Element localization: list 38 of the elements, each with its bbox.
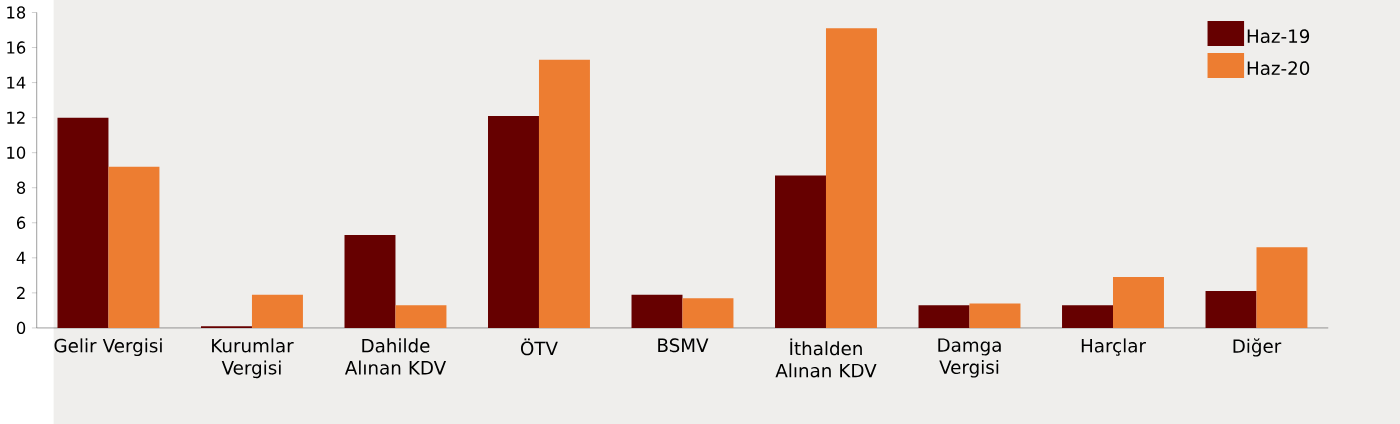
- x-tick-label: Harçlar: [1081, 338, 1146, 356]
- x-tick-label: Dahilde Alınan KDV: [344, 338, 447, 375]
- y-tick-label: 8: [16, 181, 26, 194]
- legend-label: Haz-20: [1247, 61, 1310, 76]
- y-tick-label: 10: [7, 146, 26, 159]
- bar: [969, 303, 1021, 328]
- x-tick-label: ÖTV: [520, 338, 558, 356]
- x-tick-label: İthalden Alınan KDV: [775, 338, 877, 378]
- bar: [1205, 291, 1257, 328]
- bar: [1256, 247, 1308, 328]
- y-tick-label: 4: [16, 251, 26, 264]
- bar: [825, 28, 877, 328]
- bar: [108, 166, 160, 328]
- y-tick-label: 14: [7, 76, 26, 89]
- legend-label: Haz-19: [1247, 29, 1310, 44]
- x-tick-label: Kurumlar Vergisi: [212, 338, 294, 379]
- bar: [918, 305, 970, 328]
- y-tick-label: 0: [16, 321, 26, 335]
- y-tick-label: 12: [7, 111, 25, 124]
- bar: [682, 298, 734, 328]
- bar: [631, 294, 683, 328]
- bar: [344, 235, 396, 328]
- bar: [395, 305, 447, 328]
- bar: [251, 294, 303, 328]
- bar: [488, 115, 539, 328]
- bar: [538, 59, 590, 328]
- y-tick-label: 16: [7, 41, 26, 54]
- x-tick-label: Diğer: [1233, 338, 1282, 357]
- bar: [57, 117, 109, 328]
- y-tick-label: 2: [17, 286, 25, 299]
- x-tick-label: BSMV: [658, 338, 709, 353]
- x-tick-label: Gelir Vergisi: [54, 338, 162, 357]
- y-tick-label: 6: [17, 216, 26, 229]
- bar: [1113, 277, 1164, 328]
- x-tick-label: Damga Vergisi: [938, 338, 1001, 378]
- bar: [775, 175, 826, 328]
- y-tick-label: 18: [7, 6, 26, 19]
- bar: [1062, 305, 1113, 328]
